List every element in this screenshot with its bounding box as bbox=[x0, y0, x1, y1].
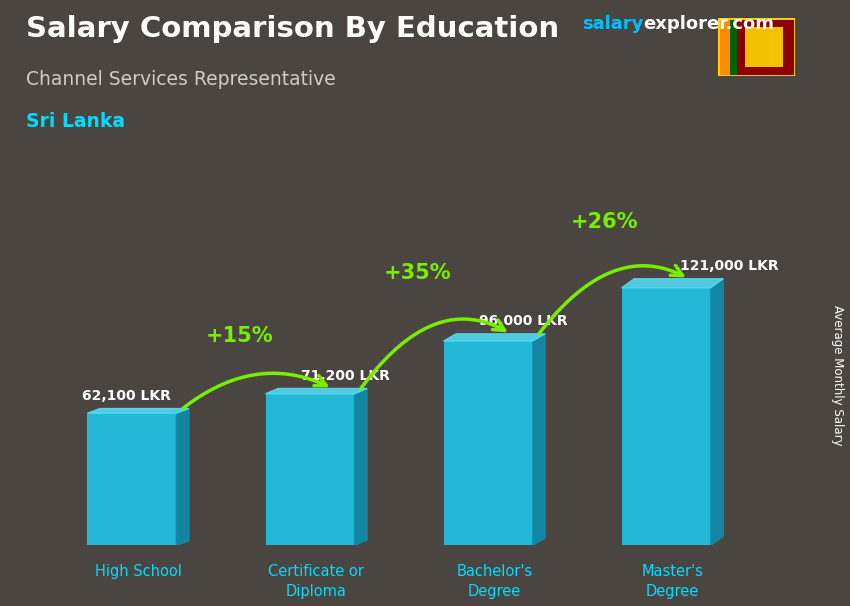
Text: 121,000 LKR: 121,000 LKR bbox=[681, 259, 779, 273]
Text: Bachelor's
Degree: Bachelor's Degree bbox=[456, 564, 532, 599]
Bar bbox=[718, 18, 729, 76]
Polygon shape bbox=[88, 408, 189, 413]
Bar bbox=[621, 288, 711, 545]
Polygon shape bbox=[444, 334, 545, 341]
Text: High School: High School bbox=[94, 564, 182, 579]
Text: Channel Services Representative: Channel Services Representative bbox=[26, 70, 335, 88]
Text: 96,000 LKR: 96,000 LKR bbox=[479, 314, 568, 328]
Text: +26%: +26% bbox=[571, 212, 638, 232]
Text: salary: salary bbox=[582, 15, 643, 33]
Text: Certificate or
Diploma: Certificate or Diploma bbox=[269, 564, 364, 599]
Text: Master's
Degree: Master's Degree bbox=[642, 564, 704, 599]
Bar bbox=[729, 18, 737, 76]
Polygon shape bbox=[621, 279, 723, 288]
Polygon shape bbox=[711, 279, 723, 545]
Polygon shape bbox=[533, 334, 545, 545]
Bar bbox=[745, 27, 783, 67]
Text: explorer.com: explorer.com bbox=[643, 15, 774, 33]
Bar bbox=[265, 394, 354, 545]
Text: +15%: +15% bbox=[206, 326, 274, 346]
Bar bbox=[737, 18, 795, 76]
Text: Sri Lanka: Sri Lanka bbox=[26, 112, 124, 131]
Bar bbox=[88, 413, 177, 545]
Bar bbox=[444, 341, 533, 545]
Text: Salary Comparison By Education: Salary Comparison By Education bbox=[26, 15, 558, 43]
Polygon shape bbox=[354, 388, 367, 545]
Text: 62,100 LKR: 62,100 LKR bbox=[82, 389, 171, 403]
Text: +35%: +35% bbox=[384, 263, 451, 283]
Polygon shape bbox=[177, 408, 189, 545]
Text: Average Monthly Salary: Average Monthly Salary bbox=[830, 305, 844, 446]
Text: 71,200 LKR: 71,200 LKR bbox=[301, 369, 390, 383]
Polygon shape bbox=[265, 388, 367, 394]
